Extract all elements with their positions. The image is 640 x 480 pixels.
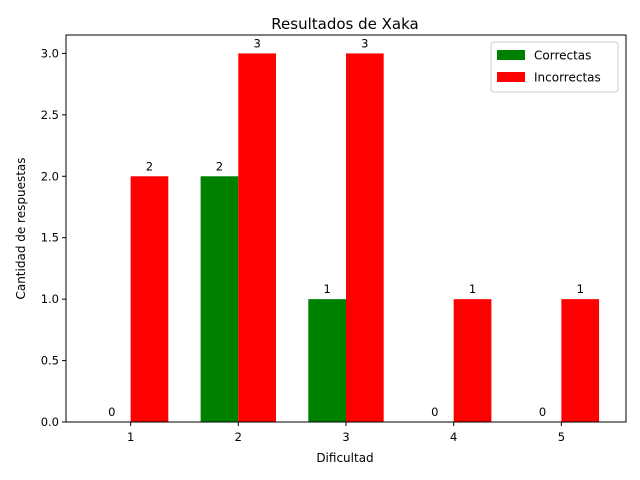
bar-incorrectas-3: [346, 53, 384, 423]
legend: Correctas Incorrectas: [490, 41, 619, 93]
bar-incorrectas-5: [561, 299, 600, 422]
legend-swatch-incorrectas: [497, 72, 525, 82]
x-axis-label: Dificultad: [316, 451, 373, 465]
bar-correctas-3: [308, 299, 346, 422]
y-tick-label: 2.0: [41, 169, 59, 183]
y-tick-label: 0.5: [41, 354, 59, 368]
bar-value-label: 2: [216, 159, 223, 173]
y-tick-label: 1.0: [41, 292, 59, 306]
bar-incorrectas-2: [238, 53, 276, 423]
x-tick-label: 5: [558, 430, 565, 444]
chart-title: Resultados de Xaka: [271, 15, 418, 33]
y-axis: 0.0 0.5 1.0 1.5 2.0 2.5 3.0: [41, 46, 66, 429]
bar-value-label: 1: [469, 282, 476, 296]
legend-label-incorrectas: Incorrectas: [534, 71, 601, 85]
bar-correctas-2: [200, 176, 239, 422]
x-tick-label: 3: [342, 430, 349, 444]
y-tick-label: 3.0: [41, 46, 59, 60]
y-tick-label: 0.0: [41, 415, 59, 429]
y-tick-label: 2.5: [41, 108, 59, 122]
bar-value-label: 1: [323, 282, 330, 296]
legend-label-correctas: Correctas: [534, 49, 591, 63]
y-tick-label: 1.5: [41, 231, 59, 245]
bar-value-label: 3: [253, 36, 260, 50]
bar-value-label: 0: [539, 405, 546, 419]
bar-incorrectas-4: [453, 299, 492, 422]
bar-labels: 0 2 1 0 0 2 3 3 1 1: [108, 36, 584, 419]
legend-swatch-correctas: [497, 50, 525, 60]
x-tick-label: 2: [235, 430, 242, 444]
bar-value-label: 1: [577, 282, 584, 296]
y-axis-label: Cantidad de respuestas: [14, 157, 28, 299]
bar-value-label: 0: [108, 405, 115, 419]
bar-value-label: 2: [146, 159, 153, 173]
x-tick-label: 1: [127, 430, 134, 444]
bars: [130, 53, 600, 423]
x-axis: 1 2 3 4 5: [127, 422, 565, 444]
bar-incorrectas-1: [130, 176, 169, 422]
bar-value-label: 0: [431, 405, 438, 419]
bar-value-label: 3: [361, 36, 368, 50]
x-tick-label: 4: [450, 430, 457, 444]
